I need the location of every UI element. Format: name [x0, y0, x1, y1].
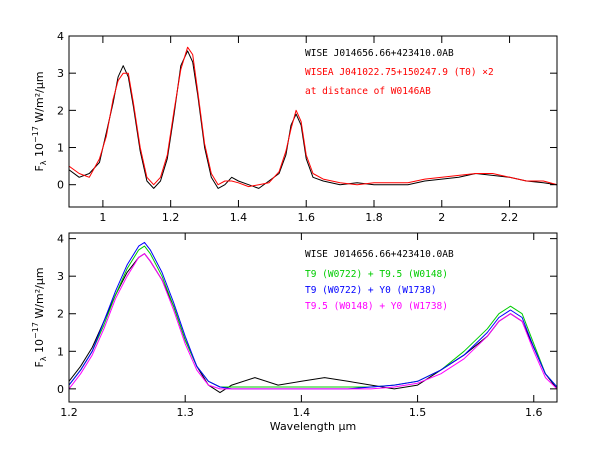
- x-tick-label: 1.5: [409, 406, 427, 419]
- x-tick-label: 1.8: [365, 211, 383, 224]
- spectrum-line-1: [69, 46, 557, 188]
- x-axis-label: Wavelength μm: [270, 420, 356, 433]
- y-axis-label: Fλ 10−17 W/m²/μm: [31, 267, 48, 367]
- series-group: [69, 46, 557, 189]
- legend-entry: T9 (W0722) + T9.5 (W0148): [305, 269, 448, 280]
- y-tick-label: 4: [57, 30, 64, 43]
- legend-entry: WISE J014656.66+423410.0AB: [305, 48, 454, 59]
- series-group: [69, 241, 557, 394]
- y-tick-label: 2: [57, 308, 64, 321]
- y-tick-label: 4: [57, 233, 64, 246]
- x-tick-label: 1.6: [525, 406, 543, 419]
- y-tick-label: 1: [57, 345, 64, 358]
- x-tick-label: 1.2: [162, 211, 180, 224]
- y-tick-label: 3: [57, 67, 64, 80]
- y-axis-label: Fλ 10−17 W/m²/μm: [31, 71, 48, 171]
- x-tick-label: 1.3: [176, 406, 194, 419]
- plot-frame: [68, 35, 558, 208]
- legend-entry: T9 (W0722) + Y0 (W1738): [305, 285, 437, 296]
- x-tick-label: 2.2: [501, 211, 519, 224]
- y-tick-label: 1: [57, 142, 64, 155]
- x-tick-label: 1: [99, 211, 106, 224]
- spectrum-line-0: [69, 50, 557, 189]
- plot-frame: [68, 232, 558, 403]
- y-tick-label: 2: [57, 104, 64, 117]
- y-tick-label: 0: [57, 383, 64, 396]
- x-tick-label: 1.4: [230, 211, 248, 224]
- x-tick-label: 2: [438, 211, 445, 224]
- x-tick-label: 1.2: [60, 406, 78, 419]
- legend-entry: WISE J014656.66+423410.0AB: [305, 249, 454, 260]
- y-tick-label: 0: [57, 179, 64, 192]
- x-tick-label: 1.4: [293, 406, 311, 419]
- y-tick-label: 3: [57, 270, 64, 283]
- legend-entry: WISEA J041022.75+150247.9 (T0) ×2: [305, 67, 494, 78]
- top-spectrum-panel: 1 1.2 1.4 1.6 1.8 2 2.2 0 1 2 3 4 Fλ 10−17 W/m²/μm WI…: [31, 30, 558, 224]
- legend-entry: at distance of W0146AB: [305, 86, 431, 97]
- spectrum-line-2: [69, 241, 557, 390]
- spectrum-line-3: [69, 253, 557, 390]
- bottom-spectrum-panel: 1.2 1.3 1.4 1.5 1.6 0 1 2 3 4 Fλ 10−17 W/m²/μm Wave…: [31, 232, 558, 433]
- legend-entry: T9.5 (W0148) + Y0 (W1738): [305, 301, 448, 312]
- spectrum-line-1: [69, 245, 557, 388]
- x-tick-label: 1.6: [297, 211, 315, 224]
